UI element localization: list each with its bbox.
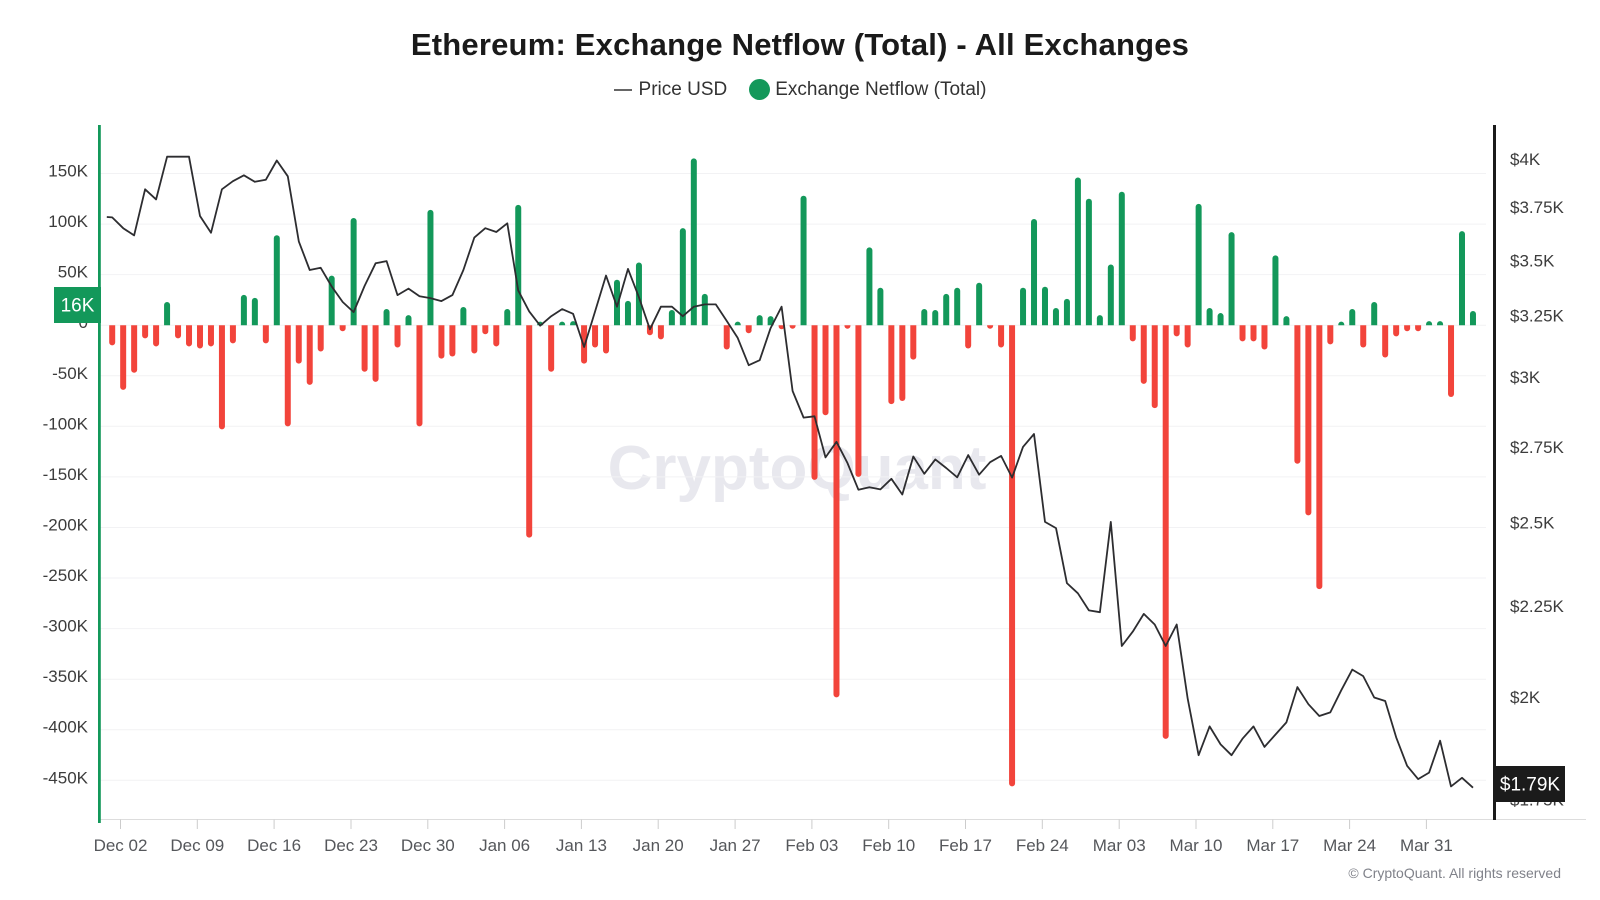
svg-text:-200K: -200K xyxy=(43,516,89,535)
svg-text:-100K: -100K xyxy=(43,414,89,433)
svg-text:Jan 13: Jan 13 xyxy=(556,836,607,855)
svg-text:Mar 03: Mar 03 xyxy=(1093,836,1146,855)
svg-text:-250K: -250K xyxy=(43,566,89,585)
svg-text:50K: 50K xyxy=(58,263,89,282)
svg-text:Dec 23: Dec 23 xyxy=(324,836,378,855)
svg-text:$3.5K: $3.5K xyxy=(1510,252,1555,271)
svg-text:Dec 30: Dec 30 xyxy=(401,836,455,855)
svg-text:$1.79K: $1.79K xyxy=(1500,775,1561,796)
svg-text:$3.75K: $3.75K xyxy=(1510,198,1565,217)
svg-text:CryptoQuant: CryptoQuant xyxy=(608,434,987,503)
svg-text:$3K: $3K xyxy=(1510,368,1541,387)
svg-text:Mar 31: Mar 31 xyxy=(1400,836,1453,855)
svg-text:-350K: -350K xyxy=(43,667,89,686)
svg-text:Dec 02: Dec 02 xyxy=(94,836,148,855)
svg-text:-300K: -300K xyxy=(43,617,89,636)
svg-text:$3.25K: $3.25K xyxy=(1510,307,1565,326)
svg-text:Jan 06: Jan 06 xyxy=(479,836,530,855)
svg-text:$2K: $2K xyxy=(1510,688,1541,707)
svg-text:Feb 10: Feb 10 xyxy=(862,836,915,855)
svg-text:Jan 20: Jan 20 xyxy=(633,836,684,855)
svg-text:Feb 24: Feb 24 xyxy=(1016,836,1069,855)
svg-text:$2.75K: $2.75K xyxy=(1510,438,1565,457)
svg-text:-50K: -50K xyxy=(52,364,89,383)
svg-text:Feb 17: Feb 17 xyxy=(939,836,992,855)
svg-text:Mar 24: Mar 24 xyxy=(1323,836,1376,855)
svg-text:Feb 03: Feb 03 xyxy=(785,836,838,855)
svg-text:Dec 09: Dec 09 xyxy=(170,836,224,855)
svg-text:$4K: $4K xyxy=(1510,150,1541,169)
svg-text:100K: 100K xyxy=(48,212,88,231)
svg-text:Dec 16: Dec 16 xyxy=(247,836,301,855)
svg-text:Mar 10: Mar 10 xyxy=(1170,836,1223,855)
svg-text:-150K: -150K xyxy=(43,465,89,484)
svg-text:16K: 16K xyxy=(61,296,95,317)
svg-text:$2.25K: $2.25K xyxy=(1510,597,1565,616)
svg-text:$2.5K: $2.5K xyxy=(1510,514,1555,533)
svg-text:-450K: -450K xyxy=(43,768,89,787)
svg-text:150K: 150K xyxy=(48,162,88,181)
svg-text:-400K: -400K xyxy=(43,718,89,737)
svg-text:Mar 17: Mar 17 xyxy=(1246,836,1299,855)
svg-text:Jan 27: Jan 27 xyxy=(710,836,761,855)
